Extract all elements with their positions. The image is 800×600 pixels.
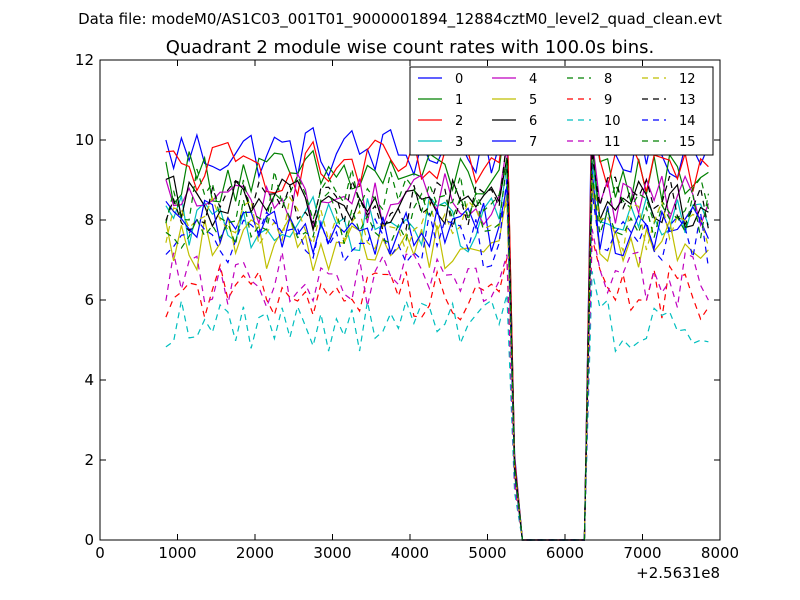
legend-label-11: 11 xyxy=(604,135,621,150)
series-line-10 xyxy=(165,271,709,541)
legend-label-5: 5 xyxy=(529,93,537,108)
legend-label-7: 7 xyxy=(529,135,537,150)
series-line-5 xyxy=(165,183,709,541)
legend-frame xyxy=(409,66,714,156)
legend-label-0: 0 xyxy=(455,72,463,87)
legend-label-2: 2 xyxy=(455,114,463,129)
legend-label-13: 13 xyxy=(679,93,696,108)
legend-label-15: 15 xyxy=(679,135,696,150)
series-line-1 xyxy=(165,109,709,541)
x-tick-label-5: 5000 xyxy=(468,544,506,562)
y-tick-label-0: 0 xyxy=(84,531,94,549)
legend-label-10: 10 xyxy=(604,114,621,129)
legend-label-8: 8 xyxy=(604,72,612,87)
legend-label-12: 12 xyxy=(679,72,696,87)
series-line-3 xyxy=(165,160,709,541)
tick-layer: 0 1000 2000 3000 4000 5000 6000 7000 80000246810… xyxy=(75,51,739,562)
series-layer xyxy=(165,84,709,541)
y-tick-label-5: 10 xyxy=(75,131,94,149)
x-tick-label-2: 2000 xyxy=(236,544,274,562)
x-tick-label-8: 8000 xyxy=(701,544,739,562)
legend-label-3: 3 xyxy=(455,135,463,150)
legend-label-9: 9 xyxy=(604,93,612,108)
x-tick-label-0: 0 xyxy=(95,544,105,562)
series-line-8 xyxy=(165,140,709,541)
legend-label-1: 1 xyxy=(455,93,463,108)
legend-label-4: 4 xyxy=(529,72,537,87)
x-offset-label: +2.5631e8 xyxy=(636,564,720,582)
figure-suptitle: Data file: modeM0/AS1C03_001T01_90000018… xyxy=(78,10,722,29)
y-tick-label-3: 6 xyxy=(84,291,94,309)
series-line-14 xyxy=(165,178,709,541)
x-tick-label-6: 6000 xyxy=(546,544,584,562)
x-tick-label-7: 7000 xyxy=(623,544,661,562)
y-tick-label-2: 4 xyxy=(84,371,94,389)
series-line-15 xyxy=(165,163,709,541)
x-tick-label-3: 3000 xyxy=(313,544,351,562)
y-tick-label-6: 12 xyxy=(75,51,94,69)
chart-title: Quadrant 2 module wise count rates with … xyxy=(166,37,655,58)
y-tick-label-1: 2 xyxy=(84,451,94,469)
series-line-13 xyxy=(165,138,709,541)
y-tick-label-4: 8 xyxy=(84,211,94,229)
legend-label-14: 14 xyxy=(679,114,696,129)
series-line-11 xyxy=(165,228,709,541)
series-line-9 xyxy=(165,237,709,541)
series-line-6 xyxy=(165,145,709,541)
legend-label-6: 6 xyxy=(529,114,537,129)
series-line-2 xyxy=(165,103,709,541)
x-tick-label-1: 1000 xyxy=(158,544,196,562)
x-tick-label-4: 4000 xyxy=(391,544,429,562)
